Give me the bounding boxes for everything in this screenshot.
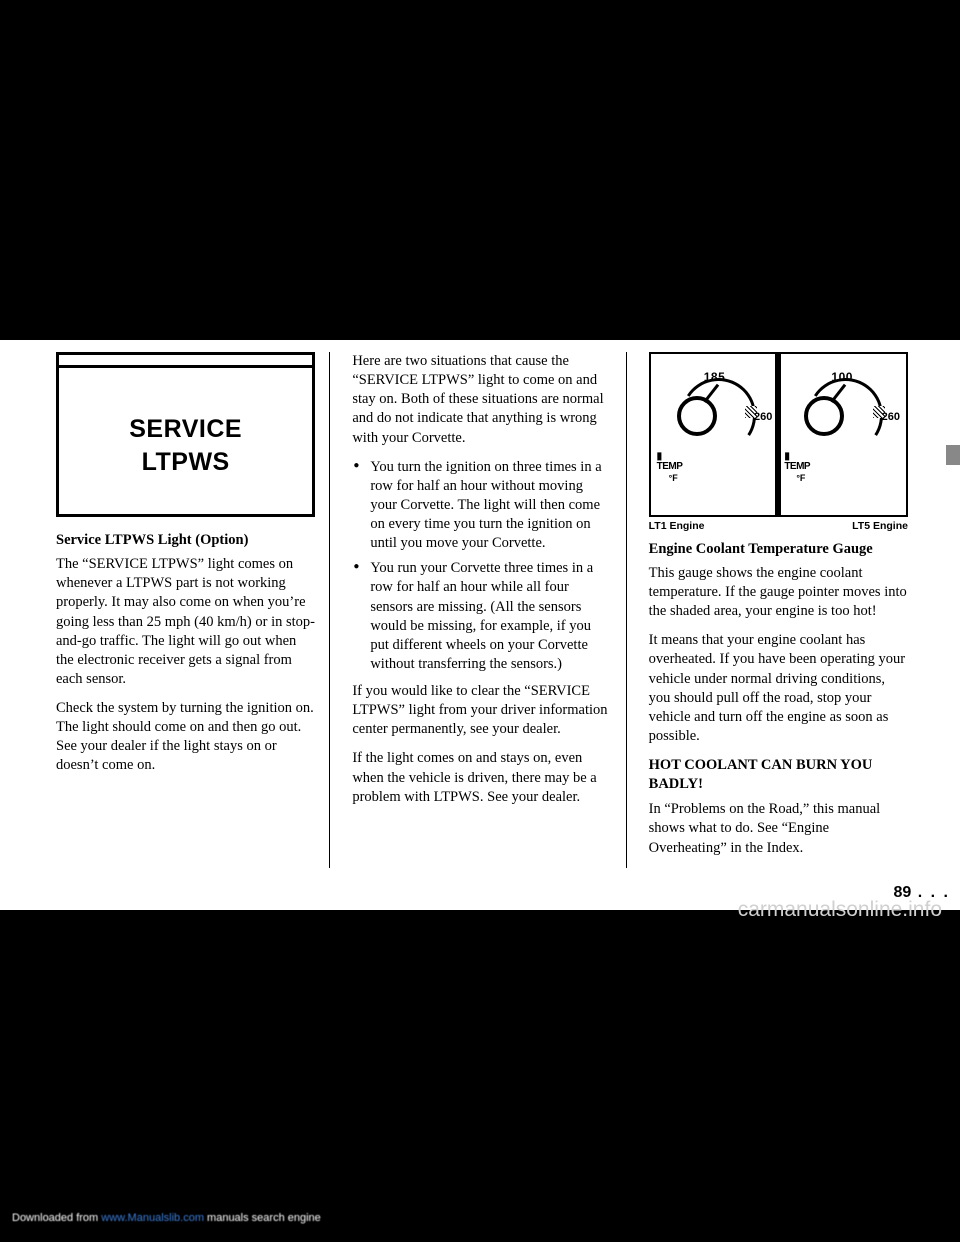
- gauge-panel: 185 260 ▮ TEMP °F 100 260: [649, 352, 908, 517]
- footer-t1: Downloaded from: [12, 1212, 101, 1224]
- gauge-right-unit: °F: [796, 473, 805, 485]
- col3-heading: Engine Coolant Temperature Gauge: [649, 540, 908, 559]
- gauge-left: 185 260 ▮ TEMP °F: [651, 354, 779, 515]
- gauge-caption-left: LT1 Engine: [649, 520, 705, 534]
- column-2: Here are two situations that cause the “…: [352, 352, 626, 868]
- page-background: SERVICE LTPWS Service LTPWS Light (Optio…: [0, 340, 960, 910]
- gauge-right: 100 260 ▮ TEMP °F: [778, 354, 906, 515]
- footer-t3: manuals search engine: [204, 1212, 321, 1224]
- panel-line1: SERVICE: [59, 413, 312, 446]
- gauge-left-temp: TEMP: [657, 460, 683, 473]
- col1-p1: The “SERVICE LTPWS” light comes on whene…: [56, 555, 315, 689]
- column-3: 185 260 ▮ TEMP °F 100 260: [649, 352, 908, 868]
- col1-p2: Check the system by turning the ignition…: [56, 699, 315, 776]
- col2-p3: If you would like to clear the “SERVICE …: [352, 682, 611, 739]
- footer-download: Downloaded from www.Manualslib.com manua…: [12, 1212, 321, 1224]
- column-1: SERVICE LTPWS Service LTPWS Light (Optio…: [56, 352, 330, 868]
- col2-b1: You turn the ignition on three times in …: [352, 458, 611, 554]
- panel-text: SERVICE LTPWS: [59, 413, 312, 478]
- col2-b2: You run your Corvette three times in a r…: [352, 559, 611, 674]
- warning-panel: SERVICE LTPWS: [56, 352, 315, 517]
- col1-heading: Service LTPWS Light (Option): [56, 531, 315, 550]
- col3-p1: This gauge shows the engine coolant temp…: [649, 564, 908, 621]
- gauge-caption-right: LT5 Engine: [852, 520, 908, 534]
- gauge-left-right-num: 260: [754, 410, 772, 425]
- footer-link[interactable]: www.Manualslib.com: [101, 1212, 204, 1224]
- col2-p4: If the light comes on and stays on, even…: [352, 749, 611, 806]
- col2-intro: Here are two situations that cause the “…: [352, 352, 611, 448]
- col3-p2: It means that your engine coolant has ov…: [649, 631, 908, 746]
- gauge-right-temp: TEMP: [784, 460, 810, 473]
- panel-top-line: [59, 365, 312, 368]
- watermark: carmanualsonline.info: [738, 898, 942, 922]
- gauge-right-right-num: 260: [882, 410, 900, 425]
- col3-p3: In “Problems on the Road,” this manual s…: [649, 800, 908, 857]
- gauge-captions: LT1 Engine LT5 Engine: [649, 520, 908, 534]
- content-columns: SERVICE LTPWS Service LTPWS Light (Optio…: [56, 352, 908, 868]
- panel-line2: LTPWS: [59, 446, 312, 479]
- gauge-left-unit: °F: [669, 473, 678, 485]
- side-tab: [946, 445, 960, 465]
- col2-bullets: You turn the ignition on three times in …: [352, 458, 611, 674]
- gauge-left-circle: [677, 396, 717, 436]
- col3-warn: HOT COOLANT CAN BURN YOU BADLY!: [649, 756, 908, 794]
